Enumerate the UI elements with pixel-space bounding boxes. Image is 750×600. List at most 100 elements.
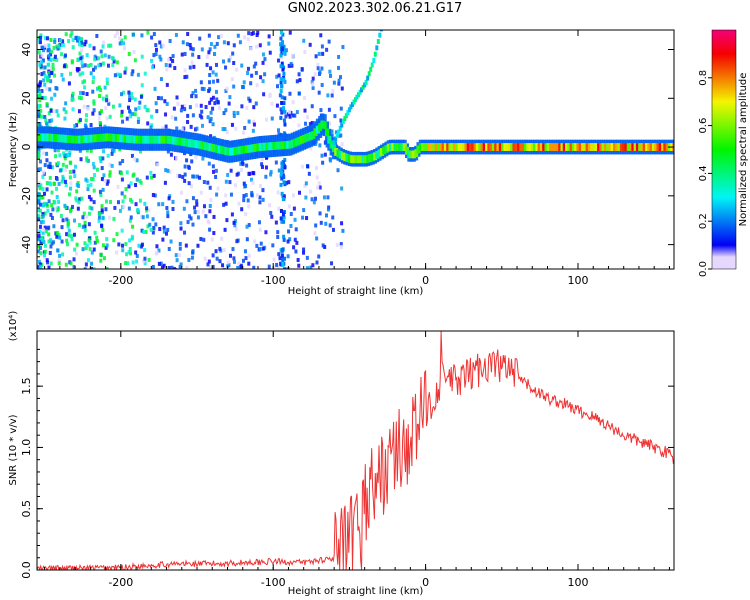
noise-cell [43,163,47,168]
ridge-core-cell [651,143,656,151]
noise-cell [38,121,42,126]
ridge-core-cell [311,130,316,139]
noise-cell [44,229,48,234]
noise-cell [166,214,170,219]
noise-cell [329,158,333,163]
noise-cell [88,240,92,245]
noise-cell [92,46,96,51]
noise-cell [297,190,301,195]
ridge-core-cell [181,138,186,146]
noise-cell [140,242,144,247]
noise-cell [112,238,116,243]
noise-cell [268,203,272,208]
noise-cell [302,250,306,255]
noise-cell [37,194,41,199]
noise-cell [261,60,265,65]
noise-cell [133,156,137,161]
noise-cell [319,108,323,113]
ridge-core-cell [336,149,341,158]
curve-cell [379,30,383,32]
colorbar-frame [711,29,737,270]
noise-cell [79,56,83,61]
x-axis-label: Height of straight line (km) [288,286,424,297]
noise-cell [280,166,284,171]
noise-cell [54,231,58,236]
noise-cell [289,211,293,216]
noise-cell [264,174,268,179]
noise-cell [256,30,260,35]
noise-cell [314,166,318,171]
noise-cell [282,44,286,49]
curve-cell [375,45,379,51]
noise-cell [120,191,124,196]
noise-cell [93,230,97,235]
noise-cell [102,173,106,178]
noise-cell [49,261,53,266]
ridge-core-cell [528,143,533,151]
noise-cell [41,214,45,219]
noise-cell [64,64,68,69]
noise-cell [88,247,92,252]
noise-cell [80,60,84,65]
ridge-core-cell [315,125,320,134]
noise-cell [205,54,209,59]
noise-cell [130,95,134,100]
noise-cell [115,30,119,35]
noise-cell [254,101,258,106]
noise-cell [196,243,200,248]
noise-cell [162,263,166,268]
noise-cell [178,264,182,269]
noise-cell [227,58,231,63]
noise-cell [110,149,114,154]
ridge-core-cell [658,143,663,151]
noise-cell [129,215,133,220]
noise-cell [43,43,47,48]
noise-cell [78,95,82,100]
noise-cell [113,205,117,210]
noise-cell [45,187,49,192]
noise-cell [170,265,174,269]
noise-cell [261,246,265,251]
noise-cell [159,261,163,266]
noise-cell [155,109,159,114]
ridge-core-cell [261,142,266,151]
noise-cell [336,168,340,173]
noise-cell [340,86,344,91]
noise-cell [55,44,59,49]
noise-cell [138,198,142,203]
noise-cell [140,54,144,59]
noise-cell [215,97,219,102]
noise-cell [211,164,215,169]
noise-cell [101,156,105,161]
ridge-core-cell [370,153,375,162]
ridge-core-cell [389,143,394,151]
ridge-core-cell [222,146,227,155]
noise-cell [89,176,93,181]
noise-cell [191,52,195,57]
noise-cell [115,232,119,237]
noise-cell [188,65,192,70]
noise-cell [104,207,108,212]
line-frame [36,330,675,571]
noise-cell [232,259,236,264]
noise-cell [242,198,246,203]
noise-cell [166,149,170,154]
ridge-core-cell [558,143,563,151]
noise-cell [202,87,206,92]
noise-cell [68,150,72,155]
noise-cell [51,207,55,212]
noise-cell [317,254,321,259]
noise-cell [209,97,213,102]
noise-cell [243,249,247,254]
noise-cell [277,168,281,173]
noise-cell [80,37,84,42]
noise-cell [330,261,334,266]
ridge-core-cell [517,143,522,151]
noise-cell [87,63,91,68]
noise-cell [44,202,48,207]
noise-cell [61,162,65,167]
noise-cell [158,40,162,45]
noise-cell [258,247,262,252]
noise-cell [217,105,221,110]
noise-cell [142,259,146,264]
